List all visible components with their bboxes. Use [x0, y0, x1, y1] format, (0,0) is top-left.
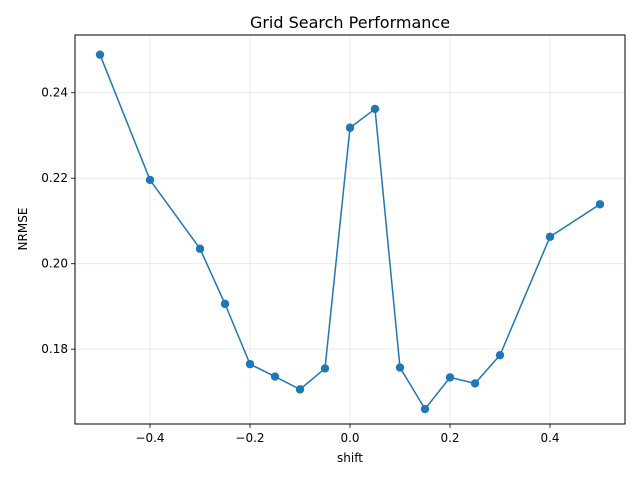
data-point: [545, 232, 555, 241]
data-point: [270, 372, 280, 381]
y-tick-label: 0.24: [41, 86, 68, 100]
x-tick-label: 0.0: [340, 431, 359, 445]
data-point: [495, 350, 505, 360]
data-point: [370, 104, 380, 114]
data-point: [220, 299, 230, 309]
x-axis-ticks: −0.4 −0.2 0.0 0.2 0.4: [135, 424, 560, 445]
data-point: [395, 363, 405, 372]
data-point: [145, 175, 155, 185]
x-tick-label: −0.2: [235, 431, 264, 445]
data-point: [295, 385, 305, 394]
y-axis-label: NRMSE: [16, 208, 30, 251]
x-axis-label: shift: [337, 451, 363, 465]
y-axis-ticks: 0.18 0.20 0.22 0.24: [41, 86, 75, 356]
series-layer: [95, 50, 605, 414]
chart-title: Grid Search Performance: [250, 13, 450, 32]
grid: [75, 35, 625, 424]
y-tick-label: 0.20: [41, 257, 68, 271]
data-point: [95, 50, 105, 59]
data-point: [420, 404, 430, 414]
x-tick-label: 0.2: [440, 431, 459, 445]
data-point: [470, 379, 480, 388]
y-tick-label: 0.18: [41, 342, 68, 356]
x-tick-label: −0.4: [135, 431, 164, 445]
y-tick-label: 0.22: [41, 171, 68, 185]
data-point: [195, 244, 205, 253]
data-point: [445, 373, 455, 382]
data-point: [320, 364, 330, 373]
x-tick-label: 0.4: [540, 431, 559, 445]
data-point: [245, 359, 255, 369]
data-point: [345, 123, 355, 132]
data-point: [595, 200, 605, 209]
